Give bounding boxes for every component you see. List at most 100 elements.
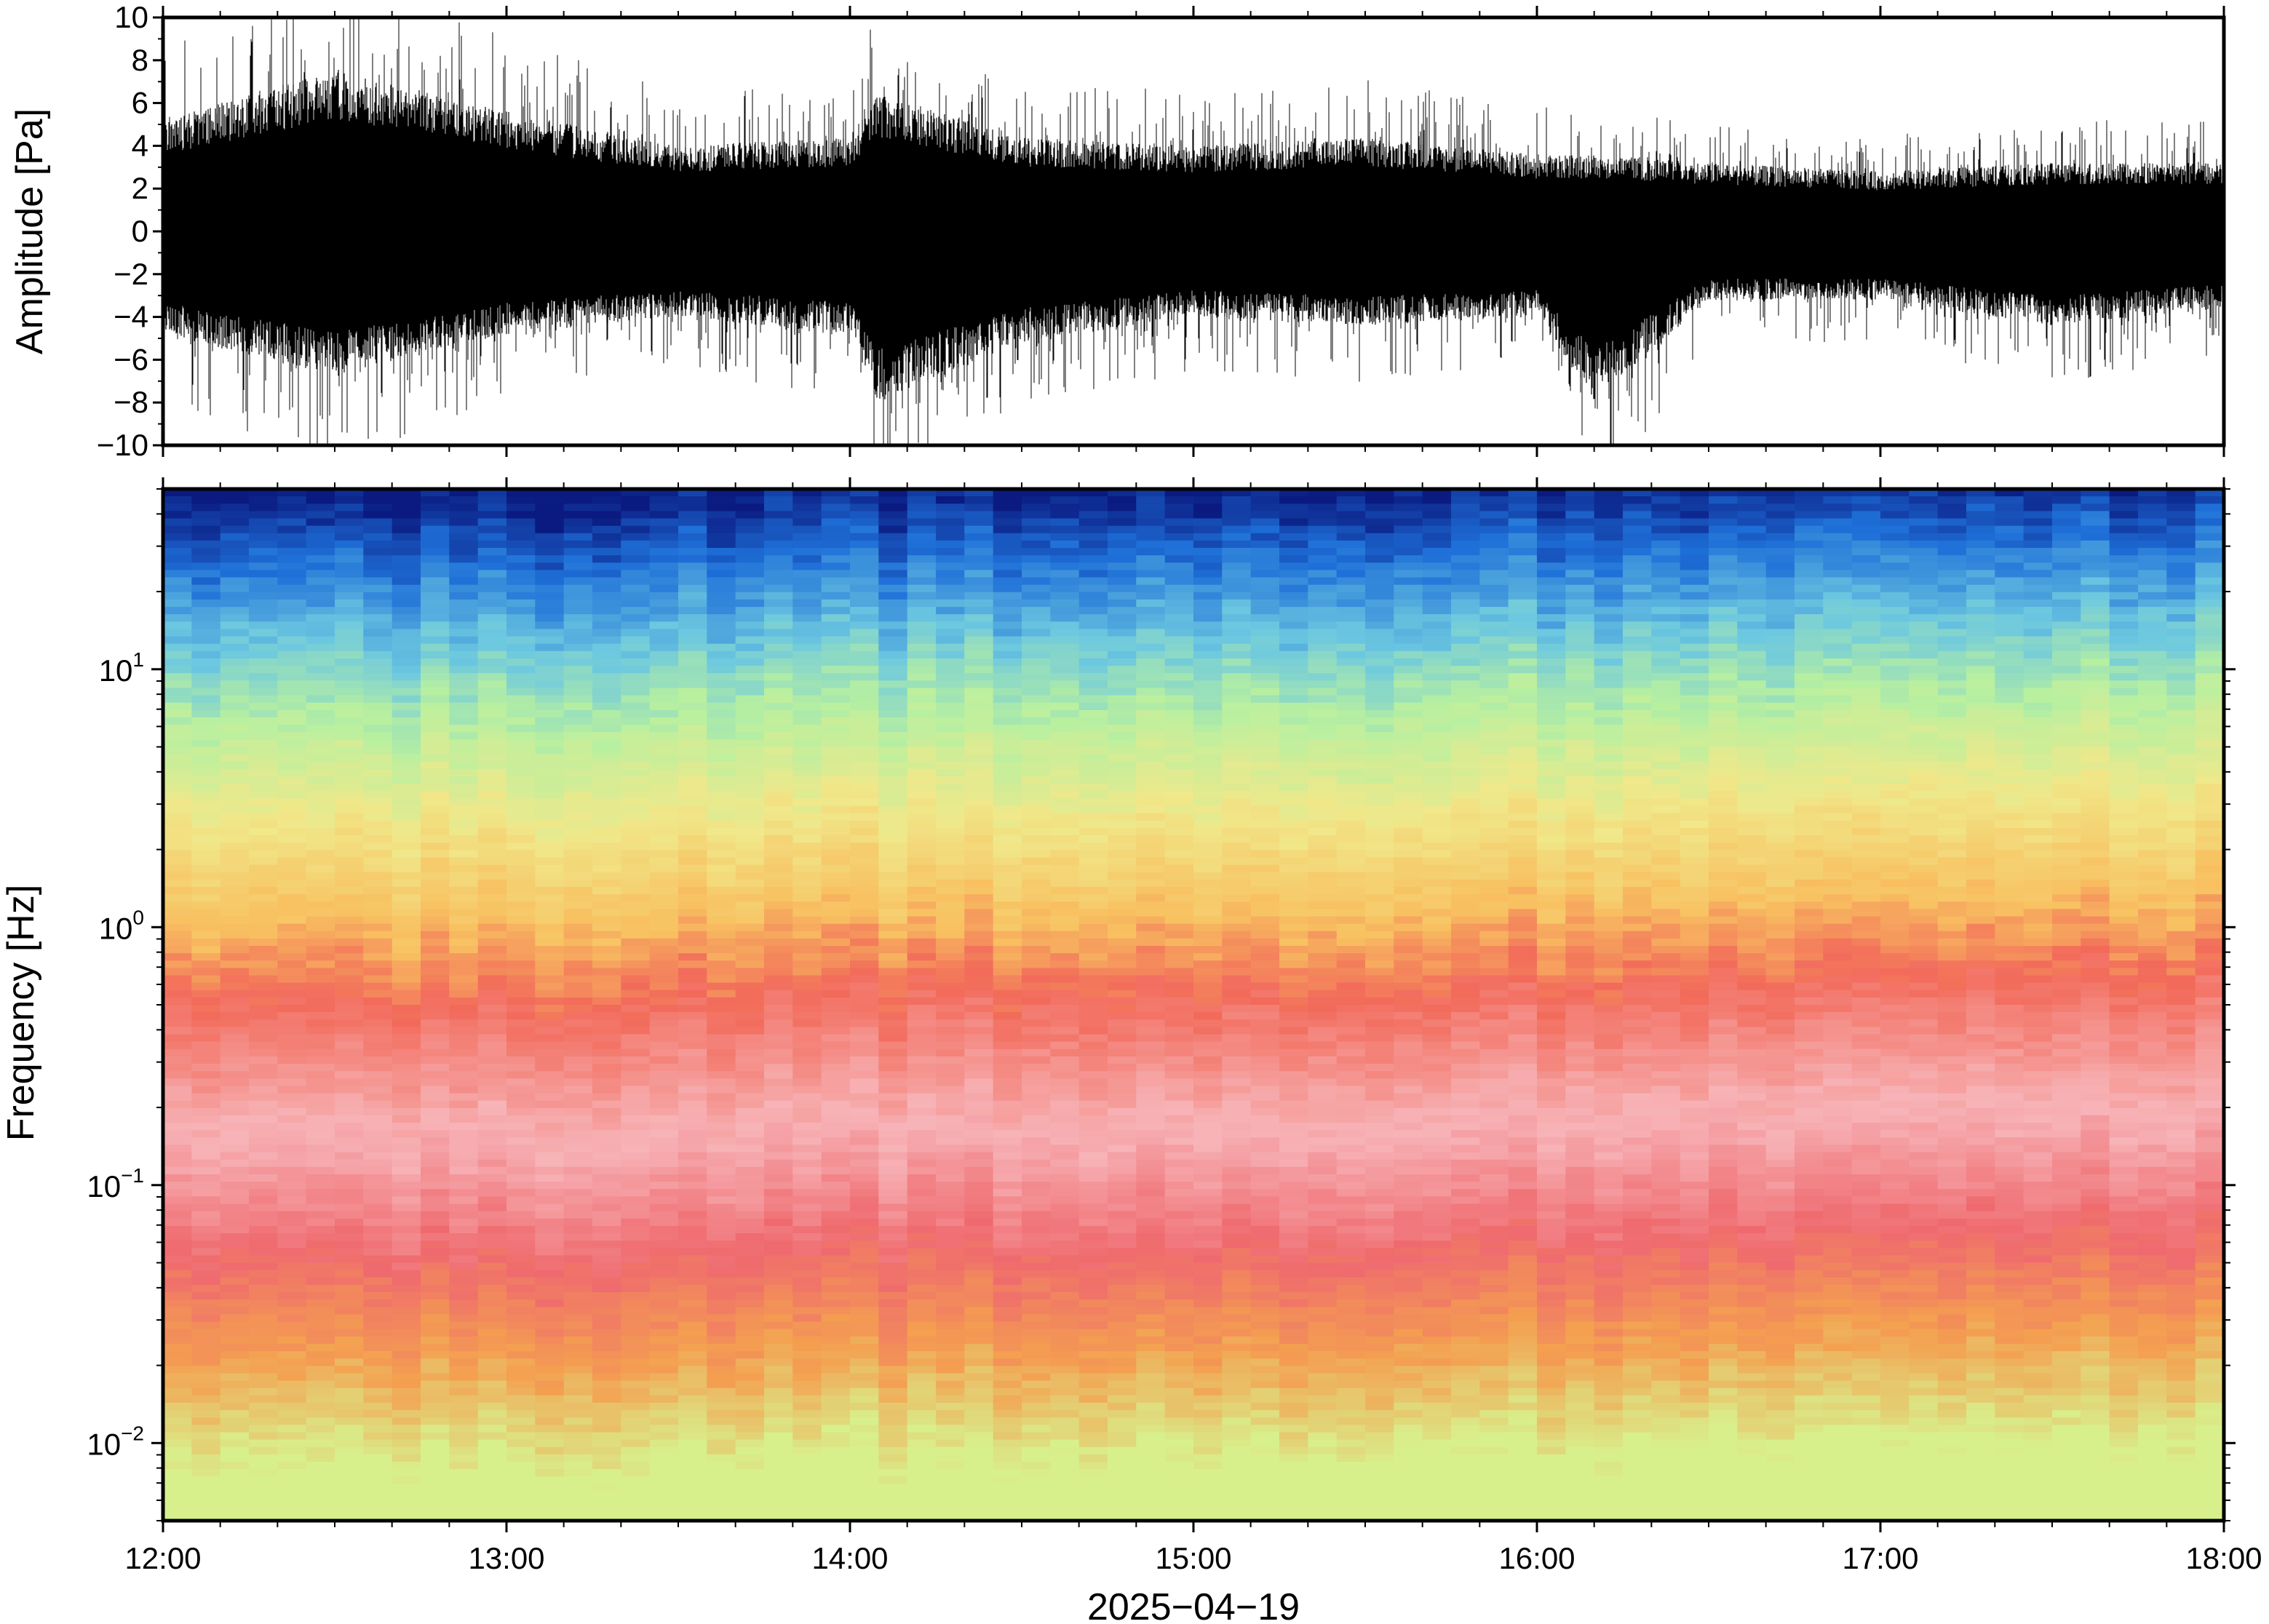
spectrogram-cell xyxy=(421,1241,450,1249)
spectrogram-cell xyxy=(249,916,279,925)
spectrogram-cell xyxy=(735,1071,765,1080)
spectrogram-cell xyxy=(707,1019,736,1028)
spectrogram-cell xyxy=(621,1314,651,1323)
spectrogram-cell xyxy=(477,1248,507,1257)
spectrogram-cell xyxy=(964,1107,994,1116)
spectrogram-cell xyxy=(878,827,908,836)
spectrogram-cell xyxy=(993,901,1022,910)
spectrogram-cell xyxy=(621,673,651,682)
spectrogram-cell xyxy=(449,666,479,674)
spectrogram-cell xyxy=(249,1284,279,1293)
spectrogram-cell xyxy=(335,886,365,895)
spectrogram-cell xyxy=(363,1284,393,1293)
spectrogram-cell xyxy=(850,872,880,880)
spectrogram-cell xyxy=(477,990,507,998)
spectrogram-cell xyxy=(1078,650,1108,659)
spectrogram-cell xyxy=(936,673,966,682)
spectrogram-cell xyxy=(649,666,679,674)
spectrogram-cell xyxy=(621,820,651,829)
spectrogram-cell xyxy=(592,931,622,939)
spectrogram-cell xyxy=(907,739,937,748)
spectrogram-cell xyxy=(163,1093,193,1102)
spectrogram-cell xyxy=(421,776,450,784)
spectrogram-cell xyxy=(936,1182,966,1190)
spectrogram-cell xyxy=(878,1284,908,1293)
spectrogram-cell xyxy=(1022,901,1052,910)
spectrogram-cell xyxy=(1078,592,1108,600)
spectrogram-cell xyxy=(306,607,335,615)
spectrogram-cell xyxy=(449,1218,479,1227)
spectrogram-cell xyxy=(563,1336,593,1345)
spectrogram-cell xyxy=(249,850,279,859)
spectrogram-cell xyxy=(649,975,679,984)
spectrogram-cell xyxy=(392,827,421,836)
spectrogram-cell xyxy=(1136,1358,1166,1367)
spectrogram-cell xyxy=(306,1432,335,1441)
spectrogram-cell xyxy=(363,1425,393,1433)
spectrogram-cell xyxy=(993,1270,1022,1278)
spectrogram-cell xyxy=(907,621,937,630)
spectrogram-cell xyxy=(506,931,536,939)
spectrogram-cell xyxy=(421,901,450,910)
spectrogram-cell xyxy=(563,938,593,947)
spectrogram-cell xyxy=(1050,886,1080,895)
spectrogram-cell xyxy=(421,1107,450,1116)
spectrogram-cell xyxy=(249,695,279,704)
spectrogram-cell xyxy=(249,1064,279,1072)
spectrogram-cell xyxy=(936,1425,966,1433)
spectrogram-cell xyxy=(449,1093,479,1102)
spectrogram-cell xyxy=(707,1351,736,1359)
spectrogram-cell xyxy=(764,747,794,755)
spectrogram-cell xyxy=(392,702,421,711)
spectrogram-cell xyxy=(678,636,708,645)
spectrogram-cell xyxy=(563,1255,593,1264)
spectrogram-cell xyxy=(191,894,221,902)
spectrogram-cell xyxy=(764,1196,794,1205)
spectrogram-cell xyxy=(220,784,250,792)
spectrogram-cell xyxy=(421,562,450,571)
spectrogram-cell xyxy=(878,1248,908,1257)
spectrogram-cell xyxy=(563,953,593,961)
spectrogram-cell xyxy=(506,695,536,704)
spectrogram-cell xyxy=(563,629,593,637)
spectrogram-cell xyxy=(592,643,622,652)
spectrogram-cell xyxy=(907,1410,937,1418)
spectrogram-cell xyxy=(249,776,279,784)
spectrogram-cell xyxy=(878,643,908,652)
spectrogram-cell xyxy=(993,1513,1022,1521)
spectrogram-cell xyxy=(707,577,736,586)
spectrogram-cell xyxy=(792,1255,822,1264)
spectrogram-cell xyxy=(392,1299,421,1307)
spectrogram-cell xyxy=(792,1513,822,1521)
spectrogram-cell xyxy=(163,592,193,600)
spectrogram-cell xyxy=(1022,666,1052,674)
spectrogram-cell xyxy=(678,879,708,888)
spectrogram-cell xyxy=(678,850,708,859)
spectrogram-cell xyxy=(1078,923,1108,932)
spectrogram-cell xyxy=(535,673,565,682)
spectrogram-cell xyxy=(678,511,708,520)
spectrogram-cell xyxy=(1108,666,1137,674)
spectrogram-cell xyxy=(163,1225,193,1234)
spectrogram-cell xyxy=(1050,1005,1080,1013)
spectrogram-cell xyxy=(392,1498,421,1507)
spectrogram-cell xyxy=(993,1262,1022,1271)
spectrogram-cell xyxy=(277,1196,307,1205)
spectrogram-cell xyxy=(649,827,679,836)
spectrogram-cell xyxy=(220,850,250,859)
spectrogram-cell xyxy=(764,1041,794,1050)
spectrogram-cell xyxy=(1050,1203,1080,1212)
spectrogram-cell xyxy=(363,894,393,902)
spectrogram-cell xyxy=(592,850,622,859)
spectrogram-cell xyxy=(1078,1425,1108,1433)
spectrogram-cell xyxy=(220,968,250,976)
spectrogram-cell xyxy=(363,1513,393,1521)
spectrogram-cell xyxy=(764,1005,794,1013)
spectrogram-cell xyxy=(907,872,937,880)
spectrogram-cell xyxy=(335,1505,365,1514)
spectrogram-cell xyxy=(421,503,450,512)
spectrogram-cell xyxy=(306,909,335,918)
spectrogram-cell xyxy=(1050,1476,1080,1485)
spectrogram-cell xyxy=(277,1123,307,1131)
spectrogram-cell xyxy=(163,754,193,763)
